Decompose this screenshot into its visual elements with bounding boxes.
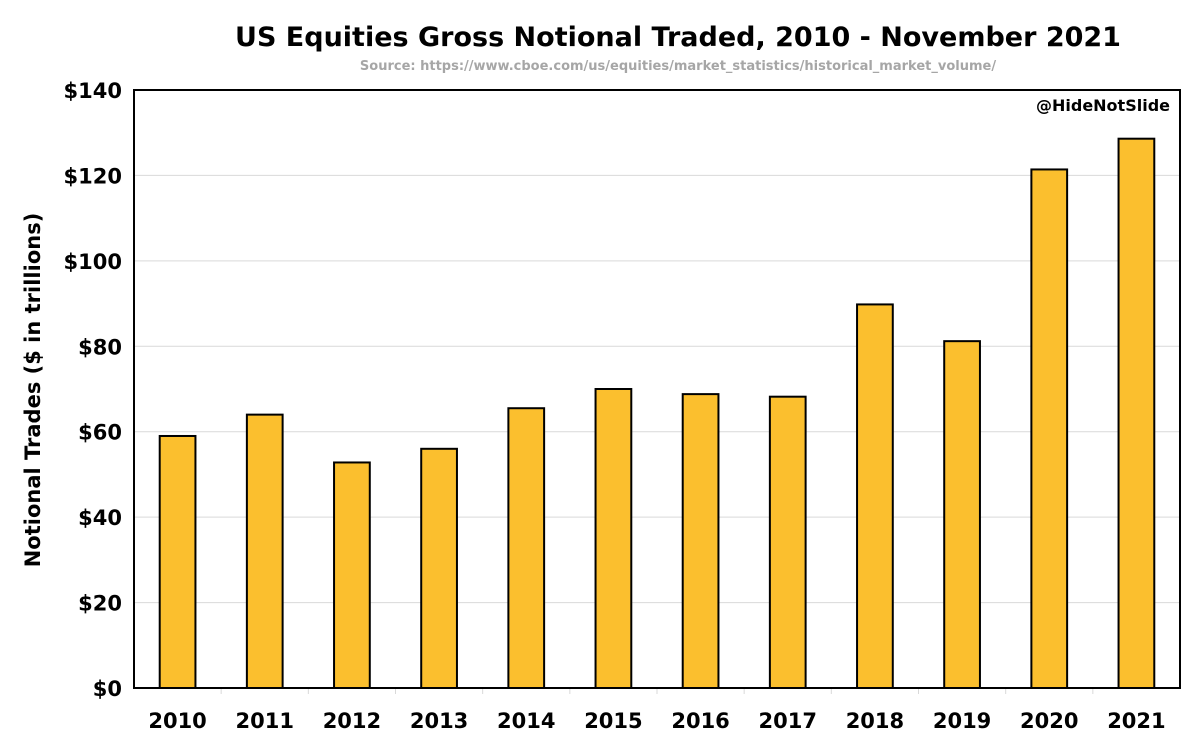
y-tick-label: $80 [78,335,122,359]
y-tick-label: $60 [78,421,122,445]
bar-2020 [1030,168,1069,690]
bar-2014 [507,407,546,689]
bar-2016 [681,393,720,689]
y-tick-label: $0 [93,677,122,701]
x-tick-label: 2010 [148,709,206,733]
plot-area-border [133,89,1181,689]
bars [158,137,1156,690]
bar-2018 [856,303,894,689]
bar-2013 [420,447,458,689]
x-tick-label: 2011 [236,709,294,733]
x-tick-label: 2017 [759,709,817,733]
x-tick-label: 2020 [1020,709,1078,733]
chart-subtitle: Source: https://www.cboe.com/us/equities… [360,59,996,74]
x-tick-label: 2018 [846,709,904,733]
y-tick-label: $100 [64,250,122,274]
bar-2010 [158,434,197,689]
bar-2015 [594,388,633,689]
x-tick-label: 2019 [933,709,991,733]
y-tick-labels: $0 $20 $40 $60 $80 $100 $120 $140 [64,79,122,701]
bar-2012 [333,461,371,689]
y-tick-label: $40 [78,506,122,530]
y-tick-label: $140 [64,79,122,103]
x-tick-label: 2021 [1107,709,1165,733]
chart-title: US Equities Gross Notional Traded, 2010 … [235,22,1121,53]
x-tick-label: 2014 [497,709,555,733]
y-axis-label: Notional Trades ($ in trillions) [21,213,45,568]
x-tick-labels: 2010 2011 2012 2013 2014 2015 2016 2017 2018 2019… [148,709,1165,733]
bar-2021 [1117,137,1156,690]
gridlines [134,174,1180,694]
x-tick-label: 2015 [584,709,642,733]
y-tick-label: $120 [64,164,122,188]
x-tick-label: 2013 [410,709,468,733]
bar-2011 [245,413,284,689]
watermark-annotation: @HideNotSlide [1036,96,1170,115]
x-tick-label: 2012 [323,709,381,733]
bar-2019 [943,340,981,689]
y-tick-label: $20 [78,592,122,616]
bar-2017 [768,395,807,689]
x-tick-label: 2016 [671,709,729,733]
